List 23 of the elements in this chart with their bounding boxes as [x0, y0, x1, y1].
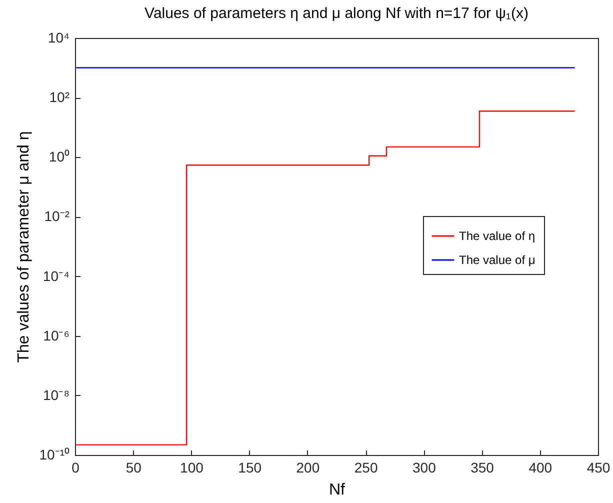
x-tick-label: 50 — [126, 460, 142, 476]
y-tick-label: 10⁻⁴ — [42, 268, 70, 284]
y-tick-label: 10⁻⁶ — [43, 327, 70, 344]
y-tick-label: 10² — [49, 89, 70, 106]
x-tick-label: 100 — [180, 460, 204, 476]
chart-title: Values of parameters η and μ along Nf with n=17 for ψ₁(x) — [144, 5, 528, 22]
x-tick-label: 0 — [72, 460, 80, 476]
y-tick-label: 10⁻¹⁰ — [39, 446, 70, 462]
x-tick-label: 450 — [586, 460, 610, 476]
y-tick-label: 10⁻² — [44, 208, 70, 224]
y-tick-label: 10⁻⁸ — [43, 386, 70, 403]
x-tick-label: 200 — [296, 460, 320, 476]
y-tick-label: 10⁴ — [48, 30, 70, 46]
y-tick-label: 10⁰ — [48, 148, 70, 165]
x-tick-label: 300 — [412, 460, 436, 476]
x-tick-label: 350 — [470, 460, 494, 476]
x-axis-title: Nf — [329, 482, 346, 498]
x-tick-label: 400 — [528, 460, 552, 476]
legend-label: The value of η — [459, 229, 536, 243]
x-tick-label: 250 — [354, 460, 378, 476]
y-axis-title: The values of parameter μ and η — [15, 131, 32, 363]
x-tick-label: 150 — [238, 460, 262, 476]
legend-label: The value of μ — [459, 253, 536, 267]
